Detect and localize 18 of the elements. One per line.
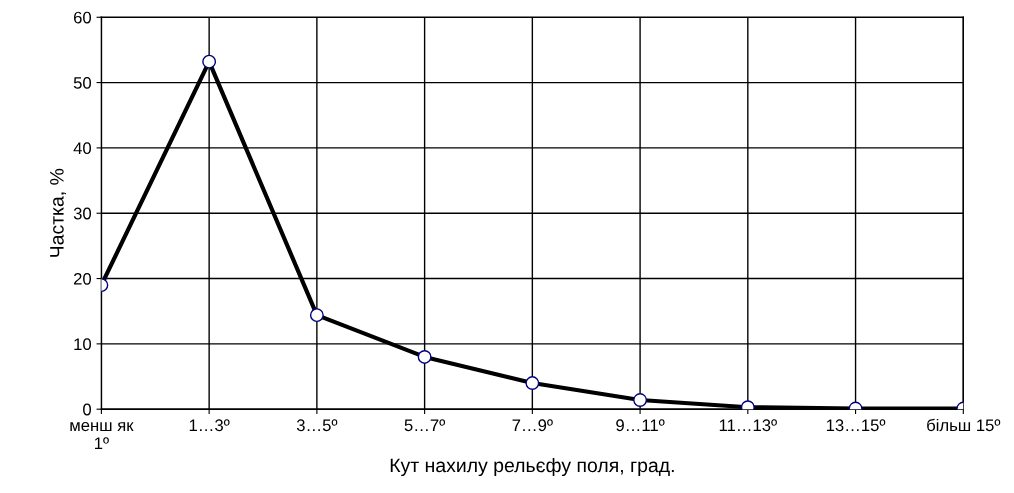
y-tick-label: 50	[73, 76, 92, 89]
y-tick-label: 10	[74, 338, 92, 351]
x-tick-label: 7…9º	[512, 419, 553, 432]
y-axis-title: Частка, %	[50, 168, 67, 257]
x-tick-label: 13…15º	[826, 419, 886, 432]
x-axis-title: Кут нахилу рельєфу поля, град.	[390, 457, 674, 477]
x-tick-label: 9…11º	[616, 419, 665, 432]
x-tick-label: 11…13º	[719, 419, 777, 432]
y-tick-label: 40	[73, 142, 92, 155]
x-tick-label: менш як 1º	[70, 422, 134, 449]
x-tick-label: 1…3º	[189, 419, 230, 432]
y-tick-label: 30	[73, 207, 92, 220]
y-tick-label: 0	[83, 403, 92, 416]
x-tick-label: більш 15º	[927, 418, 1001, 432]
x-tick-label: 3…5º	[296, 419, 338, 432]
y-tick-label: 60	[73, 11, 92, 24]
y-tick-label: 20	[73, 272, 92, 285]
x-tick-label: 5…7º	[404, 419, 446, 432]
